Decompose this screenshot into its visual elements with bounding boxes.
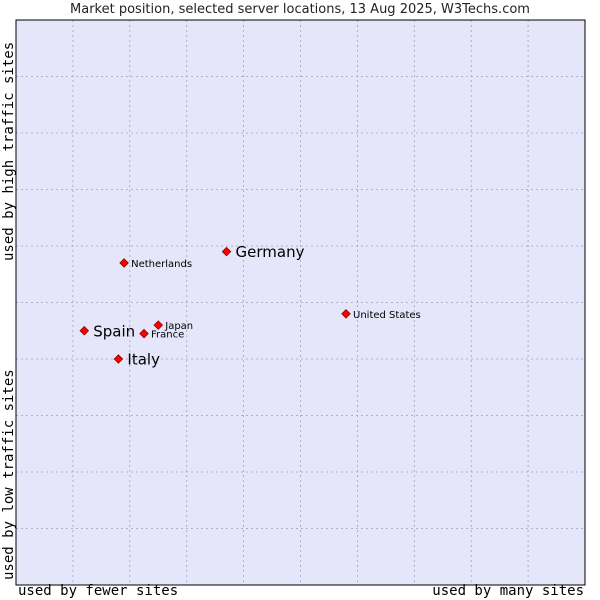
point-label-italy: Italy	[127, 351, 160, 369]
data-point-italy: Italy	[113, 351, 160, 369]
y-axis-low-label: used by low traffic sites	[1, 369, 17, 580]
plot-border	[15, 19, 586, 586]
point-label-france: France	[151, 330, 184, 341]
marker-germany	[221, 246, 232, 257]
marker-italy	[113, 354, 124, 364]
marker-spain	[79, 325, 90, 336]
point-label-united-states: United States	[353, 310, 421, 321]
chart-title: Market position, selected server locatio…	[70, 2, 530, 17]
data-point-japan: Japan	[153, 320, 193, 332]
point-label-germany: Germany	[236, 243, 305, 261]
data-point-netherlands: Netherlands	[119, 258, 192, 270]
data-points: Germany Netherlands United States JapanFran…	[79, 243, 421, 369]
marker-japan	[153, 320, 164, 330]
marker-netherlands	[119, 258, 129, 268]
point-label-spain: Spain	[93, 322, 135, 340]
data-point-united-states: United States	[341, 309, 421, 321]
marker-france	[139, 328, 149, 339]
data-point-spain: Spain	[79, 322, 135, 340]
point-label-netherlands: Netherlands	[131, 259, 192, 270]
grid-lines	[16, 20, 585, 585]
data-point-germany: Germany	[221, 243, 305, 261]
data-point-france: France	[139, 328, 184, 341]
y-axis-high-label: used by high traffic sites	[1, 41, 17, 261]
point-label-japan: Japan	[164, 321, 193, 332]
x-axis-low-label: used by fewer sites	[18, 583, 179, 599]
marker-united-states	[341, 309, 351, 319]
x-axis-high-label: used by many sites	[432, 583, 584, 599]
